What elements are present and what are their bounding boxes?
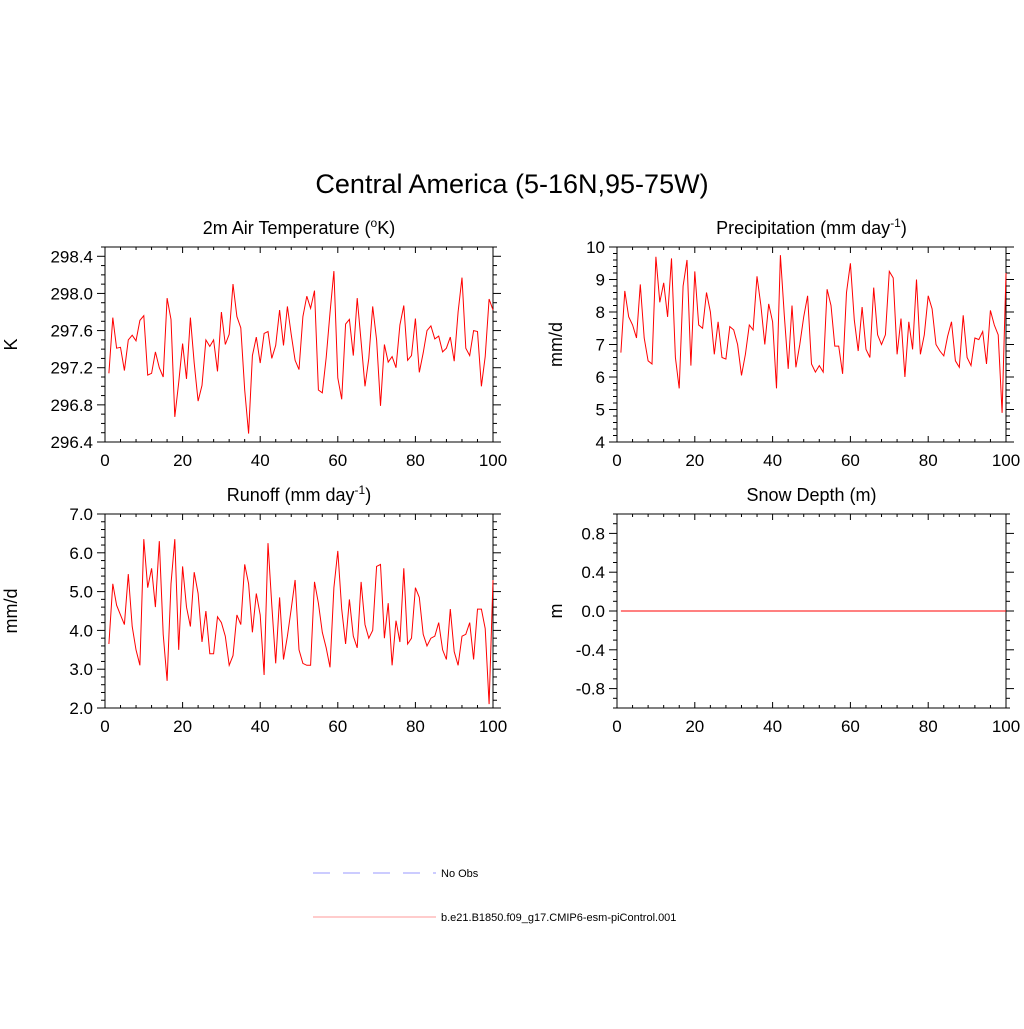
y-tick-label: 4.0 [69,621,93,640]
panel-title: 2m Air Temperature (oK) [203,216,395,238]
panel-title-after: ) [901,218,907,238]
plot-frame [104,246,494,443]
chart-panel-precipitation: Precipitation (mm day-1) 0 20 40 60 80 100 4 5 6 7… [546,216,1020,470]
legend: No Obs b.e21.B1850.f09_g17.CMIP6-esm-piC… [313,868,676,924]
panel-title-after: ) [365,485,371,505]
x-tick-label: 80 [406,451,425,470]
panel-title: Precipitation (mm day-1) [716,216,907,238]
legend-label-no-obs: No Obs [441,868,479,880]
panel-title-main: Runoff (mm day [227,485,355,505]
panel-title-sup: -1 [355,483,366,497]
y-tick-label: 298.4 [50,247,93,266]
x-tick-label: 100 [479,717,507,736]
x-tick-label: 0 [100,717,109,736]
panel-title-main: 2m Air Temperature ( [203,218,371,238]
series-line [108,539,494,705]
x-tick-label: 60 [841,717,860,736]
y-axis-label: mm/d [546,322,566,367]
y-tick-label: 9 [596,271,605,290]
y-tick-label: 298.0 [50,284,93,303]
x-tick-label: 0 [100,451,109,470]
x-tick-label: 40 [251,717,270,736]
x-tick-label: 60 [328,451,347,470]
series-line [620,255,1007,413]
legend-label-model: b.e21.B1850.f09_g17.CMIP6-esm-piControl.… [441,912,676,924]
x-tick-label: 20 [173,717,192,736]
x-tick-label: 100 [479,451,507,470]
y-axis-label: m [546,604,566,619]
series-line [108,271,494,434]
main-title: Central America (5-16N,95-75W) [315,169,708,199]
y-axis-label: K [1,338,21,350]
y-tick-label: 5 [596,401,605,420]
y-tick-label: 297.6 [50,322,93,341]
y-tick-label: 7 [596,336,605,355]
panel-title-sup: o [371,216,378,230]
panel-title-after: K) [377,218,395,238]
y-tick-label: 4 [596,433,605,452]
plot-frame [104,513,494,709]
y-tick-label: 0.0 [581,602,605,621]
x-tick-label: 100 [992,451,1020,470]
x-tick-label: 100 [992,717,1020,736]
y-tick-label: 6 [596,368,605,387]
y-tick-label: 7.0 [69,505,93,524]
y-tick-label: 296.8 [50,396,93,415]
panel-title: Snow Depth (m) [746,485,876,505]
panels: 2m Air Temperature (oK)0 20 40 60 80 100296.4… [1,216,1020,736]
y-tick-label: 297.2 [50,359,93,378]
x-tick-label: 80 [406,717,425,736]
x-tick-label: 40 [763,717,782,736]
y-tick-label: 6.0 [69,544,93,563]
panel-title-main: Snow Depth (m) [746,485,876,505]
y-tick-label: 2.0 [69,699,93,718]
x-tick-label: 40 [763,451,782,470]
x-tick-label: 20 [685,717,704,736]
x-tick-label: 60 [328,717,347,736]
chart-panel-temperature: 2m Air Temperature (oK) 0 20 40 60 80 100 296.4… [1,216,507,470]
panel-title-sup: -1 [890,216,901,230]
x-tick-label: 20 [685,451,704,470]
panel-title: Runoff (mm day-1) [227,483,371,505]
x-tick-label: 0 [612,451,621,470]
y-axis-label: mm/d [1,589,21,634]
chart-panel-runoff: Runoff (mm day-1) 0 20 40 60 80 100 2.0 3.0 4.0 5.… [1,483,507,736]
y-tick-label: 10 [586,238,605,257]
y-tick-label: 0.4 [581,563,605,582]
y-tick-label: 296.4 [50,433,93,452]
y-tick-label: 3.0 [69,660,93,679]
y-tick-label: 5.0 [69,583,93,602]
x-tick-label: 40 [251,451,270,470]
y-tick-label: -0.8 [576,680,605,699]
x-tick-label: 60 [841,451,860,470]
x-tick-label: 0 [612,717,621,736]
x-tick-label: 20 [173,451,192,470]
y-tick-label: 0.8 [581,524,605,543]
panel-title-main: Precipitation (mm day [716,218,890,238]
x-tick-label: 80 [919,717,938,736]
x-tick-label: 80 [919,451,938,470]
legend-entry-no-obs: No Obs [313,868,479,880]
legend-entry-model: b.e21.B1850.f09_g17.CMIP6-esm-piControl.… [313,912,676,924]
chart-panel-snow-depth: Snow Depth (m) 0 20 40 60 80 100 -0.8 -0.4 0.0 0.4… [546,485,1020,736]
y-tick-label: 8 [596,303,605,322]
y-tick-label: -0.4 [576,641,605,660]
